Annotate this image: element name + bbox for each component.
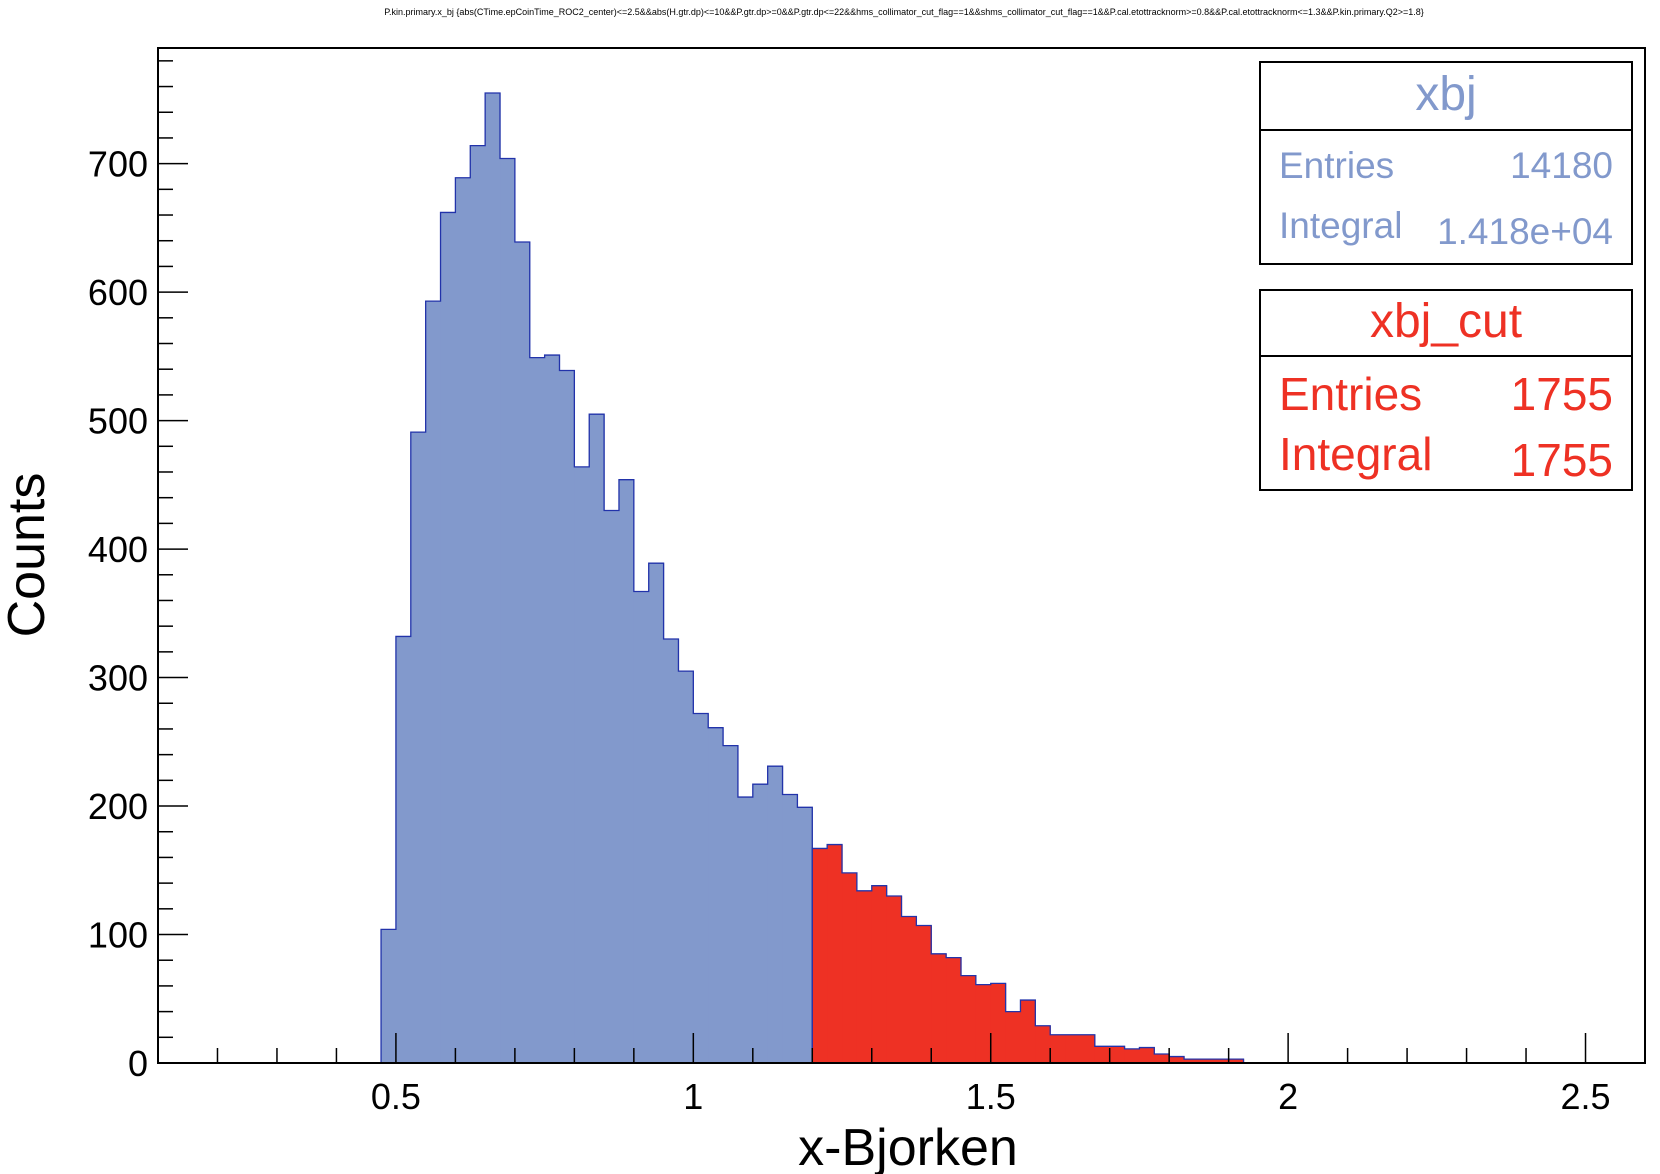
series-xbj_cut [811,843,1245,1063]
histogram-bar [960,975,977,1063]
y-tick-label: 400 [88,529,148,570]
histogram-bar [752,784,769,1063]
axes: 0.5 1 1.5 2 2.5 0 100 200 300 400 500 600 700 [88,47,1646,1117]
histogram-bar [485,92,501,1063]
x-tick-label: 0.5 [371,1076,421,1117]
y-tick-label: 700 [88,144,148,185]
stats-box-xbj: xbj Entries 14180 Integral 1.418e+04 [1259,61,1633,265]
histogram-bar [633,591,650,1063]
histogram-outline [811,843,1245,1063]
histogram-bar [916,925,932,1063]
stats-row-entries: Entries 14180 [1279,145,1613,191]
y-tick-label: 500 [88,401,148,442]
histogram-bar [975,984,992,1063]
histogram-bar [500,158,516,1064]
histogram-bar [1094,1046,1111,1063]
histogram-bar [1154,1054,1170,1063]
histogram-bar [589,414,605,1063]
y-tick-label: 600 [88,272,148,313]
histogram-bar [381,929,397,1063]
histogram-bar [931,953,947,1063]
histogram-bar [1065,1034,1081,1063]
histogram-bar [529,357,546,1063]
histogram-bar [723,745,739,1063]
stats-value: 1755 [1510,434,1613,486]
histogram-bars [380,92,1245,1064]
histogram-outline [380,92,813,1063]
chart-title: P.kin.primary.x_bj {abs(CTime.epCoinTime… [384,7,1424,17]
stats-box-xbj-cut: xbj_cut Entries 1755 Integral 1755 [1259,289,1633,491]
histogram-bar [395,636,412,1063]
histogram-bar [1020,1000,1036,1063]
stats-value: 1.418e+04 [1437,211,1613,252]
histogram-bar [1050,1034,1066,1063]
stats-value: 1755 [1510,368,1613,420]
histogram-bar [648,563,665,1063]
histogram-bar [663,639,680,1063]
histogram-bar [782,794,799,1063]
y-tick-label: 100 [88,915,148,956]
histogram-bar [1228,1059,1245,1063]
histogram-bar [1124,1048,1141,1063]
stats-title-xbj: xbj [1261,63,1631,131]
x-tick-label: 2.5 [1560,1076,1610,1117]
histogram-bar [544,355,561,1064]
histogram-bar [946,957,962,1063]
histogram-bar [514,242,531,1063]
histogram-bar [425,301,442,1063]
histogram-bar [737,797,754,1063]
stats-label: Entries [1279,368,1423,420]
histogram-bar [574,466,590,1063]
histogram-bar [1198,1059,1215,1063]
series-xbj [380,92,813,1064]
histogram-bar [455,177,471,1064]
x-tick-label: 2 [1278,1076,1298,1117]
stats-label: Integral [1279,428,1433,480]
histogram-bar [827,844,843,1063]
histogram-bar [767,766,784,1063]
histogram-bar [1005,1011,1022,1063]
histogram-bar [990,983,1007,1063]
y-tick-label: 200 [88,786,148,827]
histogram-bar [678,671,694,1063]
plot-frame [157,47,1646,1064]
x-tick-label: 1.5 [966,1076,1016,1117]
histogram-bar [559,370,575,1064]
x-axis-label: x-Bjorken [798,1119,1018,1174]
histogram-bar [901,916,917,1063]
histogram-bar [856,890,873,1063]
histogram-bar [1213,1059,1230,1063]
histogram-bar [440,212,456,1064]
histogram-bar [871,885,888,1063]
y-tick-label: 300 [88,658,148,699]
histogram-bar [410,432,427,1064]
stats-title-xbj-cut: xbj_cut [1261,291,1631,357]
histogram-bar [693,713,709,1063]
histogram-bar [708,727,724,1063]
stats-label: Integral [1279,205,1403,246]
stats-row-integral: Integral 1.418e+04 [1279,205,1613,252]
histogram-bar [797,807,813,1063]
histogram-bar [604,510,620,1064]
stats-value: 14180 [1510,145,1613,186]
stats-row-integral: Integral 1755 [1279,427,1613,486]
histogram-bar [842,872,858,1063]
stats-row-entries: Entries 1755 [1279,367,1613,420]
histogram-bar [470,145,486,1063]
histogram-bar [618,479,635,1064]
x-tick-label: 1 [683,1076,703,1117]
histogram-bar [812,848,828,1063]
y-axis-label: Counts [0,473,56,638]
histogram-bar [1169,1056,1185,1063]
histogram-bar [1139,1047,1155,1063]
histogram-bar [1035,1025,1051,1063]
histogram-bar [886,895,903,1063]
y-tick-label: 0 [128,1043,148,1084]
histogram-bar [1184,1059,1200,1063]
histogram-bar [1109,1046,1126,1063]
stats-label: Entries [1279,145,1395,186]
histogram-bar [1079,1034,1096,1063]
